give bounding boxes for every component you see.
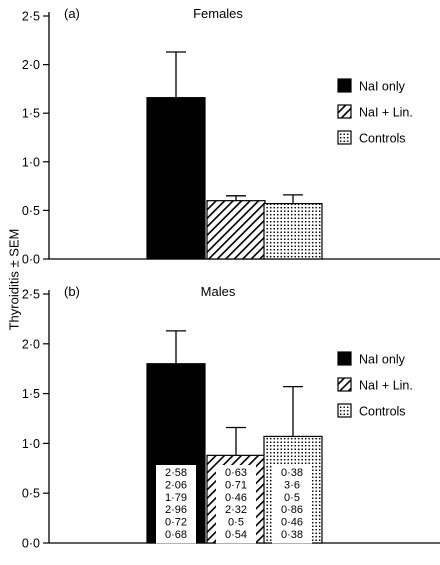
bar-value-label: 0·54	[225, 529, 247, 541]
y-tick-label: 2·5	[22, 288, 40, 302]
panel-label: (b)	[64, 284, 80, 299]
bar-value-label: 0·72	[165, 517, 187, 529]
bar	[146, 97, 206, 260]
legend-swatch	[337, 403, 352, 418]
y-tick-label: 2·0	[22, 337, 40, 351]
annotation-box	[272, 465, 312, 544]
bar-value-label: 2·32	[225, 504, 247, 516]
legend-label: NaI only	[359, 80, 406, 94]
bar	[206, 200, 266, 260]
bar-value-label: 0·71	[225, 479, 247, 491]
panel-males: 0·00·51·01·52·02·5 (b) Males2·582·061·792·…	[22, 284, 440, 551]
panel-females: 0·0 0·5 1·0 1·5 2·0 2·5 (a) Females NaI only NaI …	[22, 6, 440, 267]
bar-value-label: 0·46	[281, 517, 303, 529]
annotation-box	[156, 465, 196, 544]
legend-swatch	[337, 104, 352, 119]
legend-label: NaI + Lin.	[359, 379, 413, 393]
y-axis-label: Thyroiditis ± SEM	[6, 228, 22, 331]
legend-swatch	[337, 377, 352, 392]
bar-value-label: 2·58	[165, 467, 187, 479]
y-tick-label: 1·5	[22, 107, 40, 121]
y-tick-label: 1·0	[22, 437, 40, 451]
bar-value-label: 0·5	[228, 517, 244, 529]
legend-label: Controls	[359, 405, 406, 419]
y-tick-label: 1·0	[22, 155, 40, 169]
bar-value-label: 0·46	[225, 492, 247, 504]
legend-swatch	[337, 78, 352, 93]
bar-value-label: 1·79	[165, 492, 187, 504]
panel-label: (a)	[64, 6, 80, 21]
bar	[263, 202, 323, 260]
panel-title: Females	[193, 6, 243, 21]
bar-value-label: 0·86	[281, 504, 303, 516]
bar-value-label: 2·06	[165, 479, 187, 491]
y-tick-label: 2·5	[22, 10, 40, 24]
y-tick-label: 2·0	[22, 58, 40, 72]
bar-value-label: 0·38	[281, 467, 303, 479]
y-tick-label: 0·0	[22, 537, 40, 551]
annotation-box	[216, 465, 256, 544]
legend-swatch	[337, 130, 352, 145]
bar-value-label: 0·5	[284, 492, 300, 504]
y-tick-label: 1·5	[22, 387, 40, 401]
y-tick-label: 0·0	[22, 253, 40, 267]
legend-label: NaI + Lin.	[359, 106, 413, 120]
bar-value-label: 2·96	[165, 504, 187, 516]
legend-label: NaI only	[359, 353, 406, 367]
y-tick-label: 0·5	[22, 204, 40, 218]
bar-value-label: 0·38	[281, 529, 303, 541]
y-tick-label: 0·5	[22, 487, 40, 501]
legend-swatch	[337, 351, 352, 366]
bar-value-label: 0·63	[225, 467, 247, 479]
bar-value-label: 3·6	[284, 479, 300, 491]
legend-label: Controls	[359, 132, 406, 146]
panel-title: Males	[201, 284, 236, 299]
bar-value-label: 0·68	[165, 529, 187, 541]
